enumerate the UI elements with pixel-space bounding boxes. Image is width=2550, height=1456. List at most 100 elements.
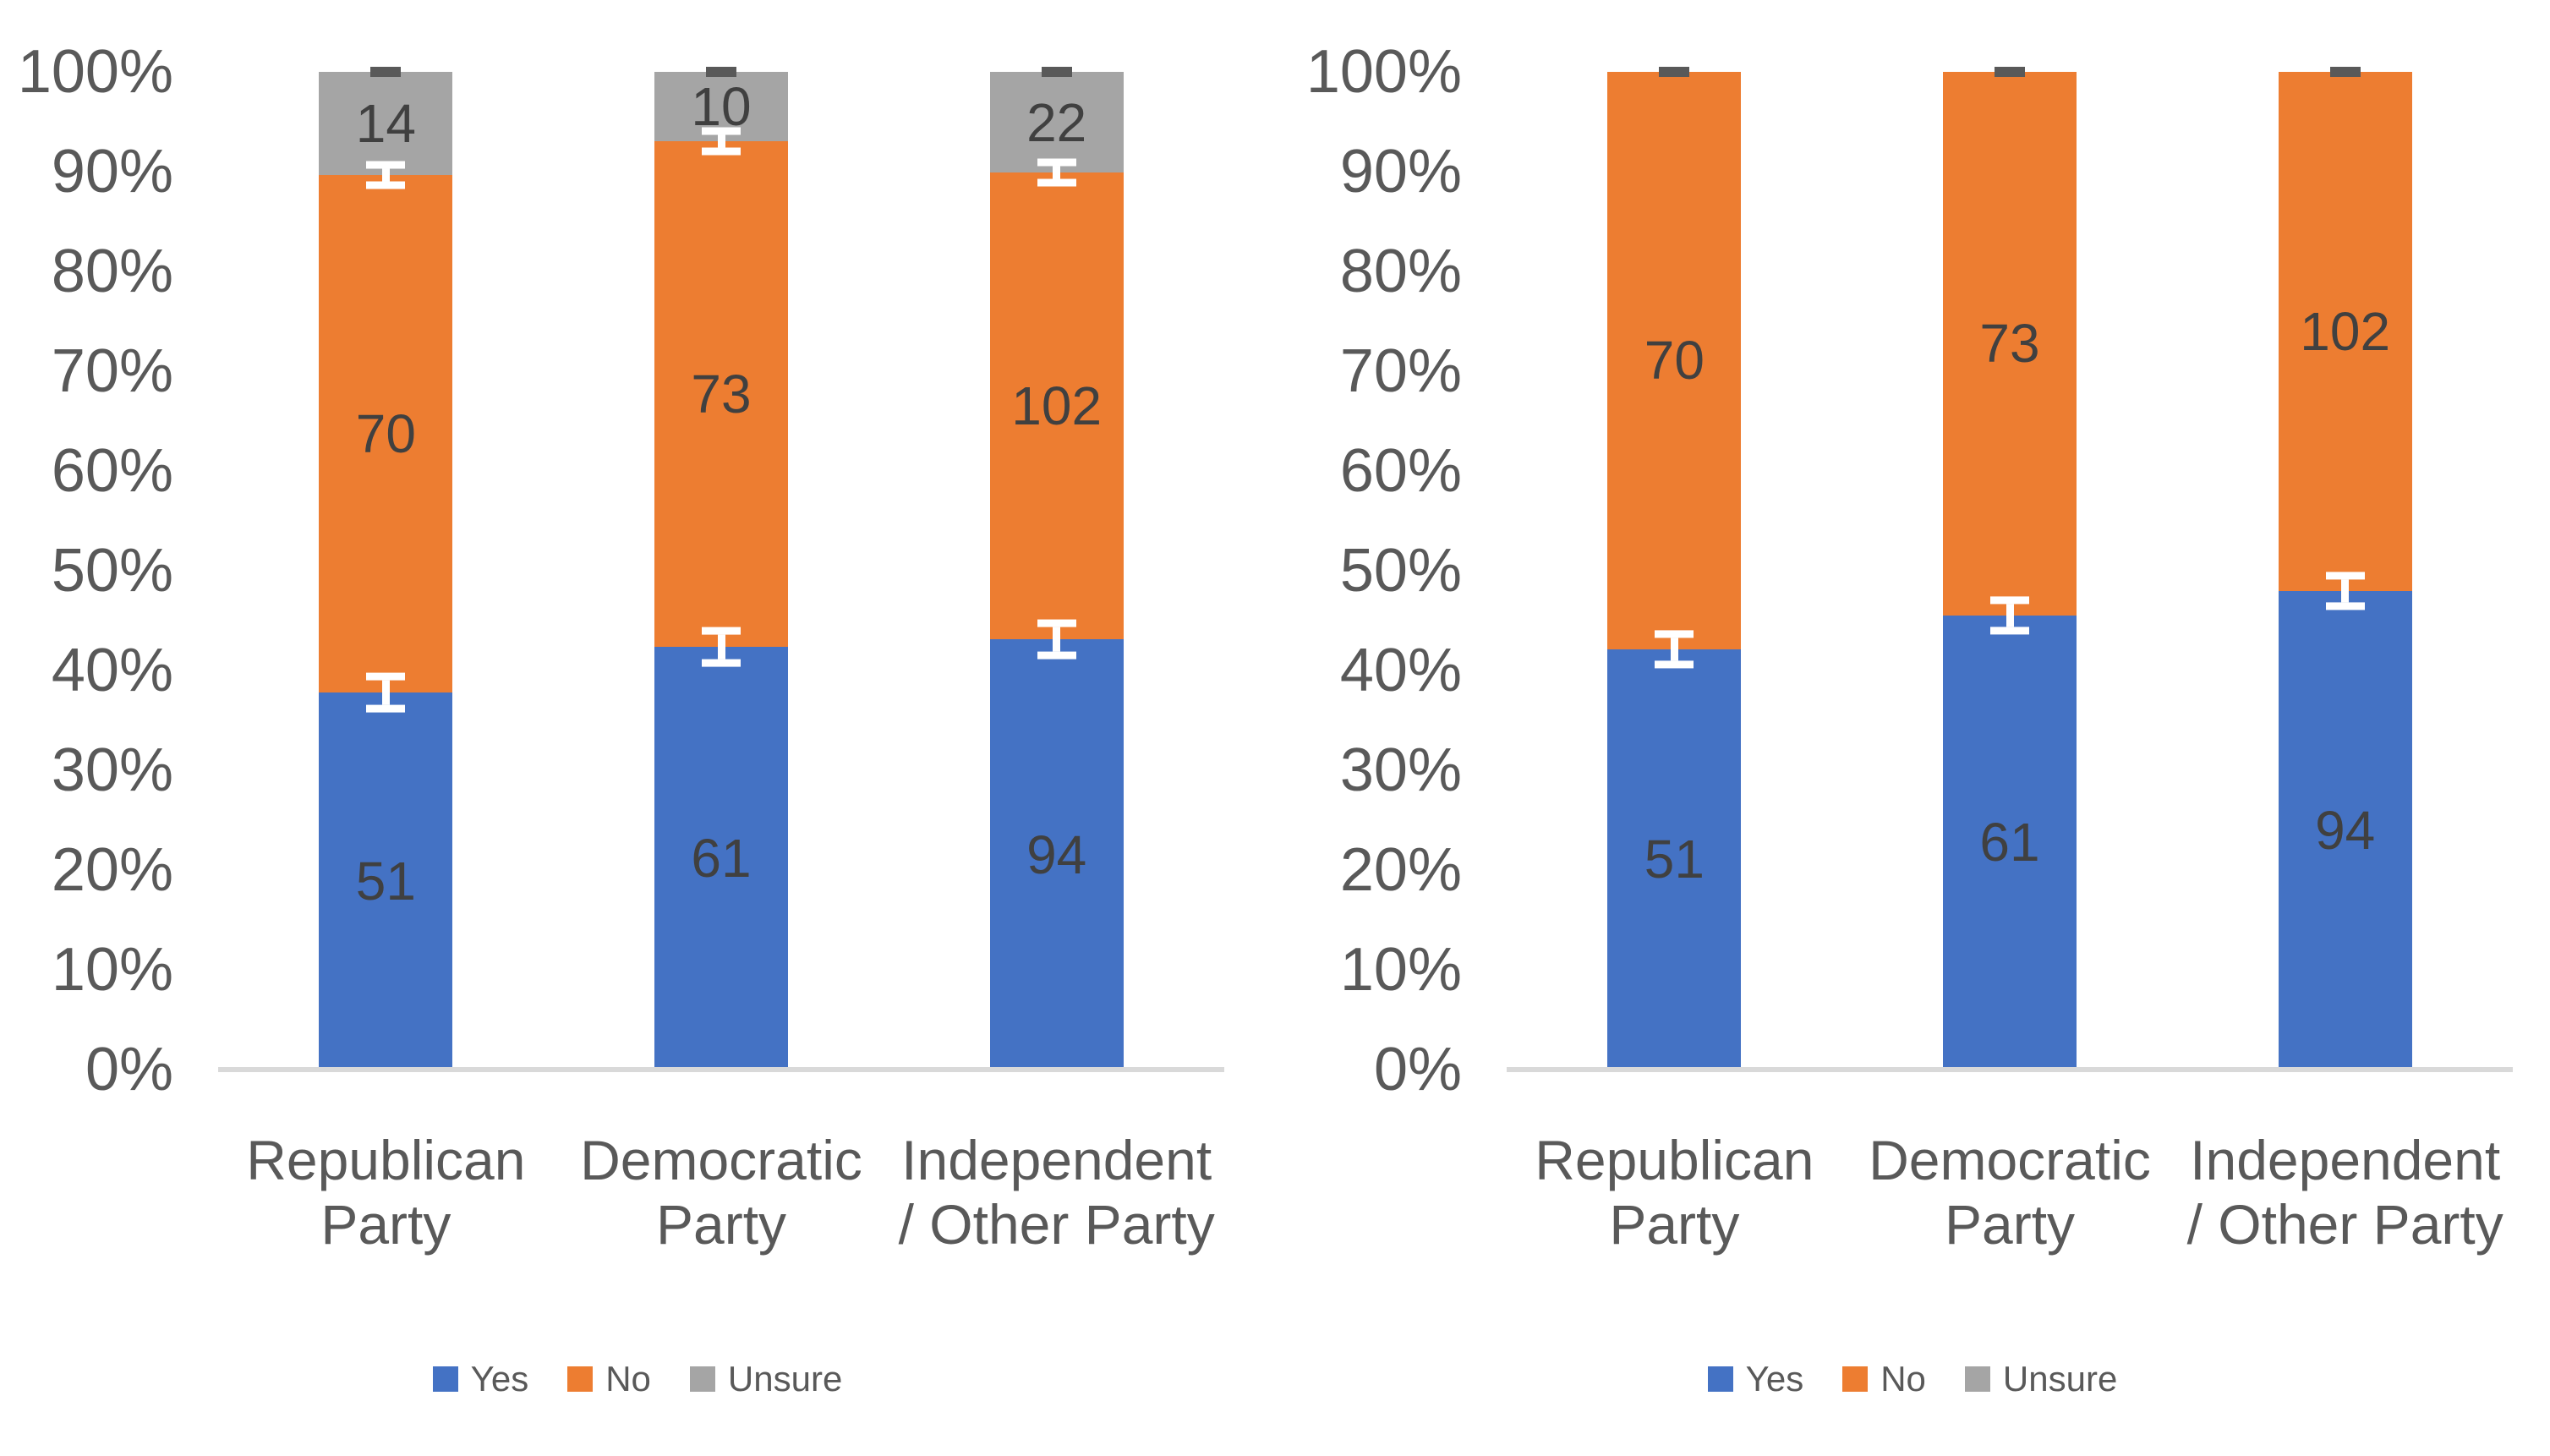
data-label: 73 — [1979, 313, 2040, 375]
error-bar — [366, 672, 406, 713]
error-bar-bottom-cap — [2325, 602, 2365, 610]
category-label-line: Republican — [246, 1129, 526, 1191]
legend-swatch — [689, 1366, 715, 1392]
error-bar-bottom-cap — [702, 659, 741, 667]
legend: Yes No Unsure — [0, 1361, 1275, 1397]
error-bar-stem — [717, 134, 725, 148]
segment-yes: 51 — [319, 692, 453, 1070]
y-tick-label: 100% — [1305, 38, 1462, 106]
category-column: 94 102 — [2177, 67, 2513, 1070]
y-tick-label: 40% — [51, 637, 173, 704]
error-bar-stem — [2006, 604, 2014, 627]
error-bar-top-cap — [366, 161, 406, 169]
error-bar-stem — [1053, 627, 1061, 652]
segment-no: 102 — [2278, 72, 2412, 592]
legend-label: No — [605, 1359, 651, 1399]
legend-swatch — [567, 1366, 594, 1392]
y-tick-label: 10% — [51, 936, 173, 1004]
category-label-line: Democratic — [580, 1129, 862, 1191]
category-label: Democratic Party — [554, 1128, 889, 1256]
category-label-line: Party — [1609, 1193, 1740, 1256]
y-tick-label: 80% — [1339, 238, 1462, 305]
error-bar-top-cap — [702, 127, 741, 135]
error-bar — [2325, 572, 2365, 610]
category-label: Republican Party — [218, 1128, 554, 1256]
chart-without-unsure: 100% 90% 80% 70% 60% 50% 40% 30% 20% 10% 0% 51 70 61… — [1275, 0, 2550, 1456]
category-column: 51 70 — [1507, 67, 1842, 1070]
error-bar-stem — [1053, 166, 1061, 179]
x-axis-line — [1507, 1067, 2513, 1072]
y-tick-label: 90% — [1339, 138, 1462, 205]
segment-no: 70 — [319, 175, 453, 693]
legend-item-no: No — [567, 1361, 651, 1397]
error-bar-bottom-cap — [1037, 651, 1076, 660]
category-label-line: / Other Party — [2186, 1193, 2503, 1256]
y-tick-label: 70% — [51, 337, 173, 405]
error-bar-bottom-cap — [1990, 627, 2029, 635]
error-bar-cap — [1041, 67, 1072, 77]
error-bar-bottom-cap — [1655, 660, 1694, 669]
error-bar-bottom-cap — [1037, 178, 1076, 187]
category-column: 51 70 14 — [218, 67, 554, 1070]
stacked-bar: 51 70 14 — [319, 67, 453, 1070]
x-axis-category-labels: Republican Party Democratic Party Independen… — [1507, 1128, 2513, 1256]
segment-yes: 61 — [1943, 615, 2077, 1070]
legend-label: Yes — [470, 1359, 529, 1399]
legend-item-unsure: Unsure — [1964, 1361, 2117, 1397]
data-label: 70 — [355, 403, 416, 465]
legend: Yes No Unsure — [1275, 1361, 2550, 1397]
segment-unsure: 14 — [319, 72, 453, 176]
error-bar-top-cap — [1990, 596, 2029, 605]
category-column: 94 102 22 — [889, 67, 1224, 1070]
data-label: 10 — [691, 75, 752, 137]
category-column: 61 73 — [1842, 67, 2178, 1070]
error-bar-bottom-cap — [366, 704, 406, 713]
error-bar-top-cap — [1037, 619, 1076, 627]
category-column: 61 73 10 — [554, 67, 889, 1070]
y-tick-label: 20% — [51, 836, 173, 904]
error-bar — [1655, 630, 1694, 669]
error-bar-stem — [2341, 579, 2350, 603]
category-label-line: Democratic — [1869, 1129, 2151, 1191]
category-label-line: Party — [655, 1193, 787, 1256]
data-label: 73 — [691, 364, 752, 425]
error-bar — [1037, 619, 1076, 660]
error-bar-stem — [381, 680, 390, 705]
plot-area: 51 70 14 61 73 10 94 102 22 — [218, 67, 1224, 1070]
error-bar-cap — [1659, 67, 1690, 77]
error-bar-top-cap — [702, 627, 741, 635]
y-tick-label: 80% — [51, 238, 173, 305]
error-bar — [702, 627, 741, 667]
error-bar-bottom-cap — [702, 147, 741, 156]
error-bar-top-cap — [2325, 572, 2365, 580]
legend-swatch — [1707, 1366, 1733, 1392]
y-tick-label: 50% — [1339, 537, 1462, 605]
error-bar-bottom-cap — [366, 181, 406, 189]
category-label: Republican Party — [1507, 1128, 1842, 1256]
segment-yes: 61 — [654, 647, 788, 1070]
x-axis-category-labels: Republican Party Democratic Party Independen… — [218, 1128, 1224, 1256]
error-bar — [702, 127, 741, 156]
y-tick-label: 20% — [1339, 836, 1462, 904]
error-bar-cap — [1995, 67, 2025, 77]
stacked-bar: 51 70 — [1607, 67, 1742, 1070]
data-label: 94 — [1026, 824, 1087, 885]
error-bar-cap — [370, 67, 402, 77]
data-label: 14 — [355, 93, 416, 155]
data-label: 94 — [2315, 800, 2376, 862]
data-label: 102 — [1011, 375, 1103, 437]
segment-no: 70 — [1607, 72, 1742, 649]
error-bar-stem — [717, 634, 725, 660]
y-tick-label: 50% — [51, 537, 173, 605]
chart-with-unsure: 100% 90% 80% 70% 60% 50% 40% 30% 20% 10% 0% 51 70 14… — [0, 38, 1275, 1397]
segment-no: 102 — [989, 172, 1124, 640]
segment-yes: 94 — [2278, 591, 2412, 1070]
y-tick-label: 0% — [1373, 1036, 1462, 1103]
stacked-bar: 94 102 — [2278, 67, 2412, 1070]
stacked-bar: 61 73 10 — [654, 67, 788, 1070]
data-label: 61 — [1979, 812, 2040, 873]
category-label-line: Independent — [2190, 1129, 2501, 1191]
plot-area: 51 70 61 73 94 102 — [1507, 67, 2513, 1070]
y-tick-label: 40% — [1339, 637, 1462, 704]
